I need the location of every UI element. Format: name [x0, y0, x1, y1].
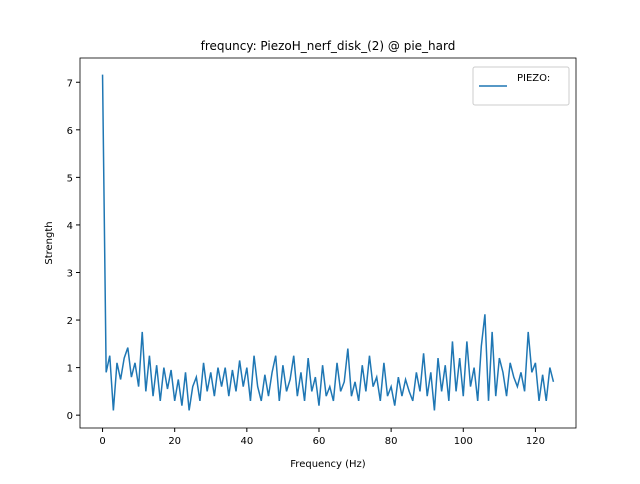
x-tick-label: 120	[526, 436, 545, 447]
y-tick-label: 2	[67, 316, 73, 327]
legend-label: PIEZO:	[517, 73, 550, 84]
data-line	[101, 74, 555, 411]
x-tick-label: 20	[168, 436, 181, 447]
y-tick-label: 0	[67, 411, 73, 422]
x-tick-label: 40	[240, 436, 253, 447]
legend-box	[472, 66, 570, 106]
x-tick-label: 0	[99, 436, 105, 447]
y-tick-label: 1	[67, 364, 73, 375]
y-tick-label: 6	[67, 126, 73, 137]
chart-title: frequncy: PiezoH_nerf_disk_(2) @ pie_har…	[201, 39, 456, 53]
y-axis-label: Strength	[44, 221, 55, 264]
plot-frame	[79, 57, 577, 429]
y-tick-label: 7	[67, 78, 73, 89]
x-tick-label: 60	[313, 436, 326, 447]
x-tick-label: 80	[385, 436, 398, 447]
x-tick-label: 100	[454, 436, 473, 447]
y-tick-label: 4	[67, 221, 73, 232]
x-axis-label: Frequency (Hz)	[290, 459, 366, 470]
y-tick-label: 5	[67, 173, 73, 184]
y-tick-label: 3	[67, 268, 73, 279]
